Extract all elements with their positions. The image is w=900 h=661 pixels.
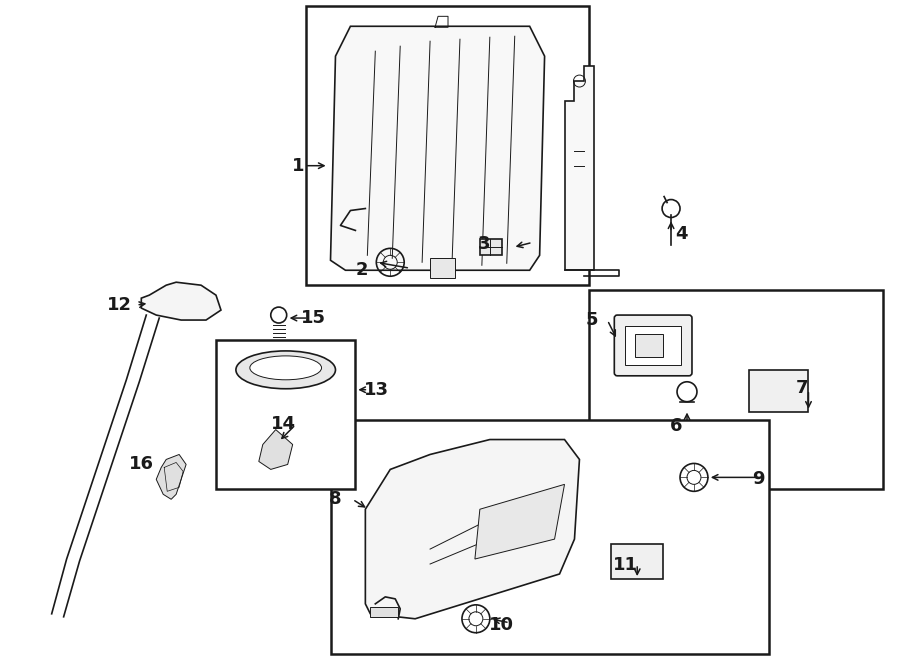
Polygon shape (259, 430, 292, 469)
Polygon shape (330, 26, 544, 270)
Polygon shape (564, 66, 594, 270)
Bar (430, 258, 455, 278)
Polygon shape (475, 485, 564, 559)
Text: 2: 2 (356, 261, 369, 279)
Text: 15: 15 (302, 309, 326, 327)
Text: 11: 11 (613, 556, 638, 574)
Ellipse shape (236, 351, 336, 389)
Text: 14: 14 (271, 414, 296, 432)
Text: 5: 5 (585, 311, 598, 329)
Polygon shape (141, 282, 221, 320)
Bar (590, 290, 883, 489)
Bar (306, 7, 590, 285)
Text: 10: 10 (490, 616, 514, 634)
Text: 13: 13 (364, 381, 389, 399)
Bar (749, 370, 808, 412)
Bar (635, 334, 663, 357)
Text: 6: 6 (670, 416, 682, 434)
Ellipse shape (250, 356, 321, 380)
Text: 7: 7 (796, 379, 808, 397)
Text: 9: 9 (752, 471, 765, 488)
Text: 12: 12 (107, 296, 132, 314)
Polygon shape (157, 455, 186, 499)
Text: 16: 16 (129, 455, 154, 473)
Text: 3: 3 (478, 235, 491, 253)
Bar (626, 326, 681, 365)
Text: 4: 4 (675, 225, 688, 243)
Text: 1: 1 (292, 157, 305, 175)
Polygon shape (365, 440, 580, 619)
FancyBboxPatch shape (615, 315, 692, 376)
Bar (330, 420, 769, 654)
Text: 8: 8 (329, 490, 342, 508)
Bar (611, 544, 663, 579)
Bar (370, 607, 398, 617)
Bar (216, 340, 356, 489)
Bar (480, 239, 502, 255)
